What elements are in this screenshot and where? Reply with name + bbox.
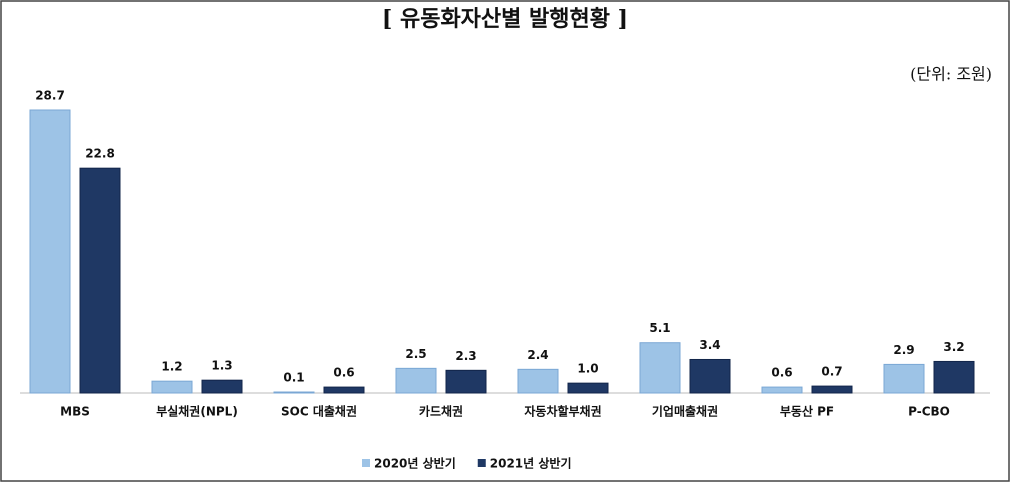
bar xyxy=(273,391,315,394)
bar xyxy=(567,382,609,394)
value-label: 1.3 xyxy=(211,359,232,373)
bar xyxy=(517,368,559,394)
value-label: 3.4 xyxy=(699,338,720,352)
bar xyxy=(445,369,487,394)
value-label: 2.9 xyxy=(893,343,914,357)
value-label: 0.7 xyxy=(821,365,842,379)
bar xyxy=(323,386,365,394)
value-label: 0.6 xyxy=(333,366,354,380)
value-label: 5.1 xyxy=(649,321,670,335)
bar xyxy=(689,358,731,394)
value-label: 2.5 xyxy=(405,347,426,361)
x-tick-label: 자동차할부채권 xyxy=(524,404,601,419)
legend-swatch xyxy=(362,459,370,467)
value-label: 28.7 xyxy=(35,89,65,103)
unit-label: (단위: 조원) xyxy=(910,65,992,84)
bar xyxy=(811,385,853,394)
bar xyxy=(29,109,71,394)
x-tick-label: 부동산 PF xyxy=(780,404,834,419)
value-label: 1.2 xyxy=(161,360,182,374)
value-label: 0.1 xyxy=(283,371,304,385)
value-label: 2.4 xyxy=(527,348,548,362)
x-tick-label: P-CBO xyxy=(908,405,950,419)
bar xyxy=(79,167,121,394)
x-tick-label: SOC 대출채권 xyxy=(281,404,357,419)
x-tick-label: MBS xyxy=(60,405,90,419)
x-tick-label: 카드채권 xyxy=(419,404,463,419)
value-label: 0.6 xyxy=(771,366,792,380)
value-label: 3.2 xyxy=(943,340,964,354)
legend-label: 2021년 상반기 xyxy=(490,456,572,471)
bar xyxy=(883,363,925,394)
bar xyxy=(933,360,975,394)
x-tick-label: 기업매출채권 xyxy=(652,404,718,419)
value-label: 22.8 xyxy=(85,147,115,161)
bar xyxy=(201,379,243,394)
chart-title: [ 유동화자산별 발행현황 ] xyxy=(382,6,628,32)
bar xyxy=(761,386,803,394)
legend-label: 2020년 상반기 xyxy=(374,456,456,471)
legend-swatch xyxy=(477,459,486,467)
x-tick-label: 부실채권(NPL) xyxy=(156,404,238,419)
bar xyxy=(639,342,681,394)
bar xyxy=(395,367,437,394)
bar xyxy=(151,380,193,394)
value-label: 1.0 xyxy=(577,362,598,376)
value-label: 2.3 xyxy=(455,349,476,363)
